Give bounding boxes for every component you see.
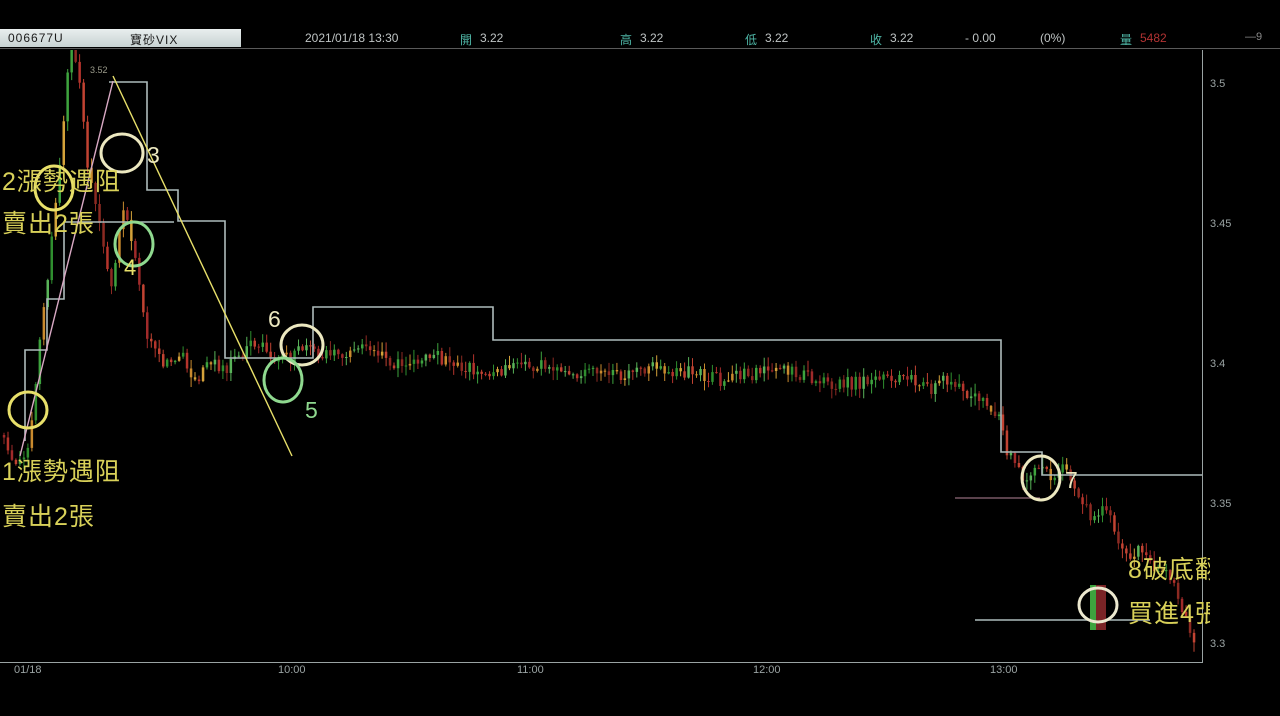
svg-text:2漲勢遇阻: 2漲勢遇阻 — [2, 168, 121, 196]
svg-text:6: 6 — [268, 306, 281, 332]
svg-text:買進4張: 買進4張 — [1128, 600, 1210, 628]
svg-text:7: 7 — [1065, 467, 1078, 493]
svg-text:3: 3 — [147, 142, 160, 168]
svg-text:賣出2張: 賣出2張 — [2, 503, 95, 531]
svg-text:4: 4 — [124, 255, 136, 280]
svg-text:賣出2張: 賣出2張 — [2, 210, 95, 238]
svg-text:1漲勢遇阻: 1漲勢遇阻 — [2, 458, 121, 486]
svg-text:3.52: 3.52 — [90, 65, 108, 75]
svg-text:5: 5 — [305, 397, 318, 423]
svg-text:8破底翻: 8破底翻 — [1128, 556, 1210, 584]
